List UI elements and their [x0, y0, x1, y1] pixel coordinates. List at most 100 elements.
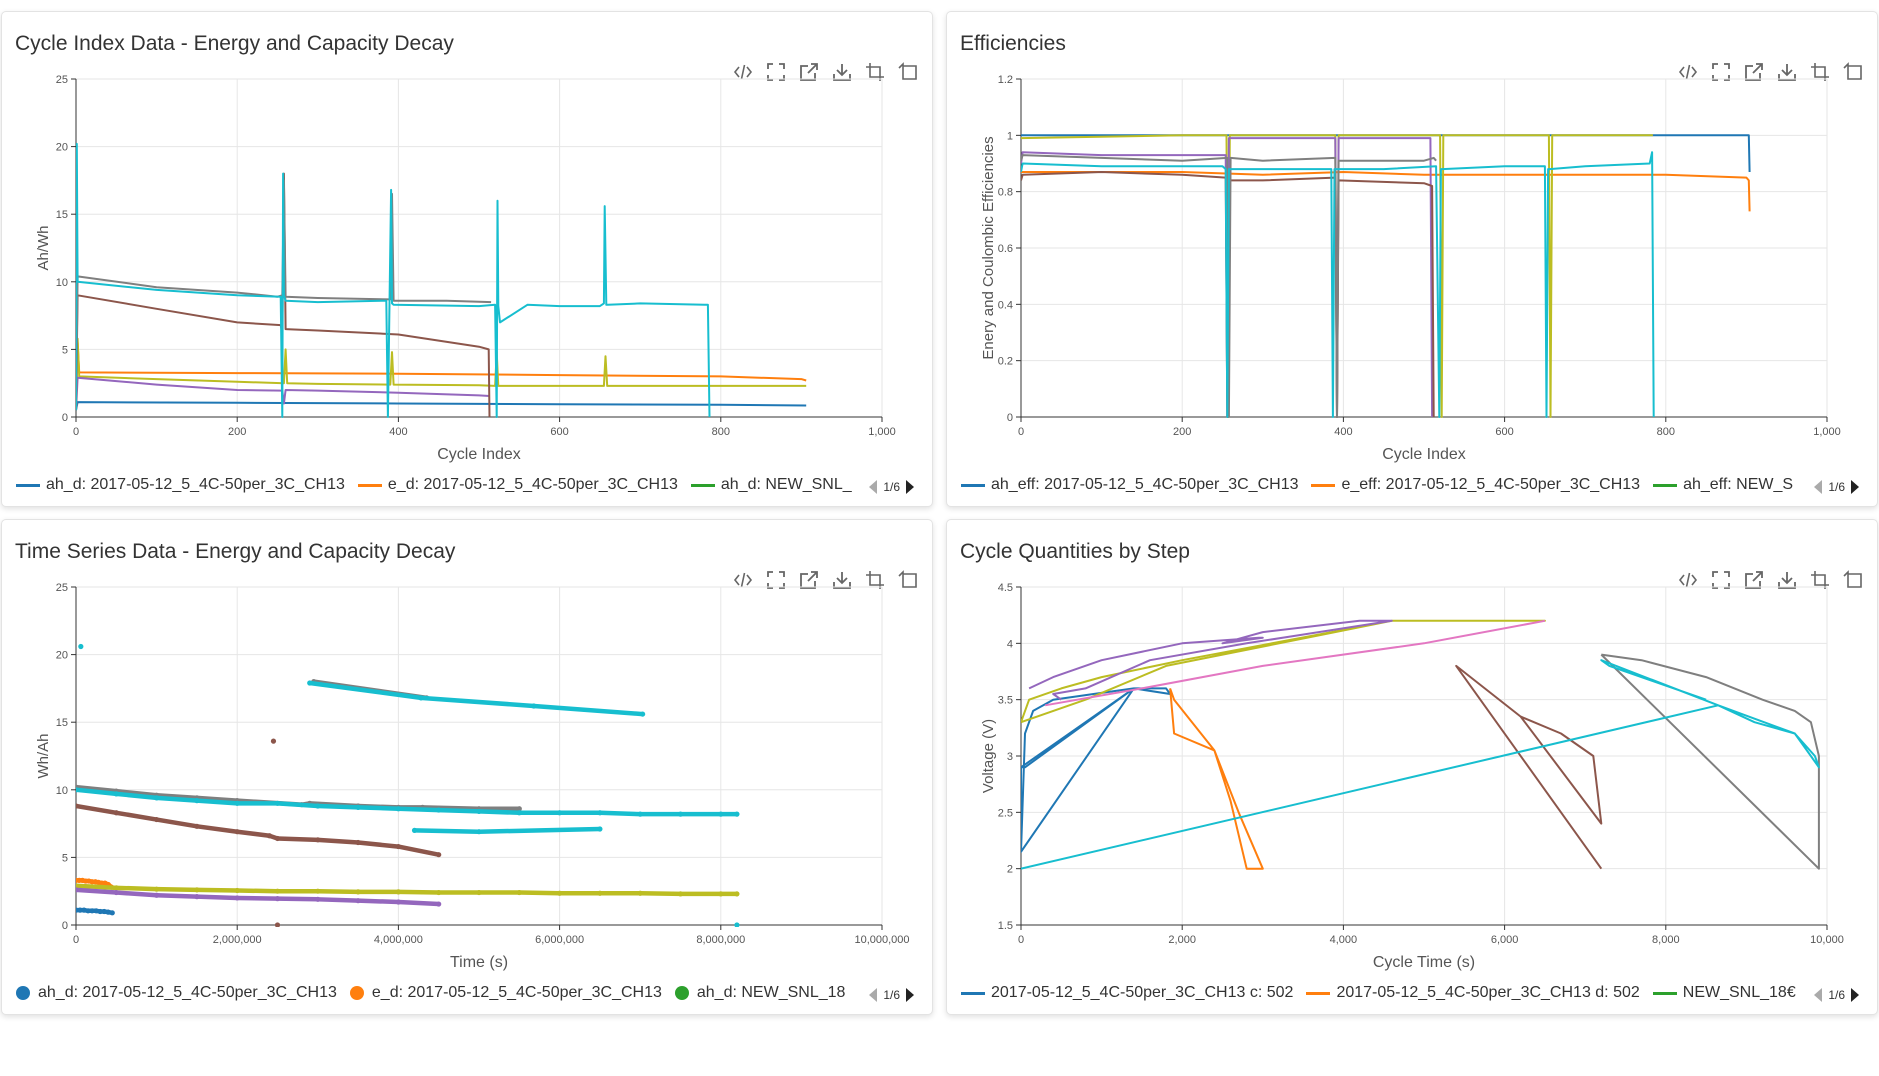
zoom-reset-icon[interactable] — [896, 60, 920, 84]
legend-item[interactable]: NEW_SNL_18€ — [1652, 984, 1796, 1002]
legend-prev-icon[interactable] — [1814, 988, 1823, 1002]
legend-item[interactable]: ah_d: 2017-05-12_5_4C-50per_3C_CH13 — [16, 984, 337, 1002]
zoom-region-icon[interactable] — [863, 568, 887, 592]
zoom-icon[interactable] — [1709, 568, 1733, 592]
series-line — [1021, 171, 1435, 418]
legend-next-icon[interactable] — [906, 480, 914, 494]
legend-page-indicator: 1/6 — [883, 988, 900, 1002]
legend-item[interactable]: 2017-05-12_5_4C-50per_3C_CH13 c: 502 — [961, 984, 1293, 1002]
zoom-reset-icon[interactable] — [896, 568, 920, 592]
legend-prev-icon[interactable] — [869, 480, 878, 494]
y-tick-label: 1 — [1007, 130, 1013, 142]
legend-item[interactable]: e_d: 2017-05-12_5_4C-50per_3C_CH13 — [349, 984, 662, 1002]
chart-toolbox — [731, 60, 920, 84]
legend-item[interactable]: e_eff: 2017-05-12_5_4C-50per_3C_CH13 — [1311, 476, 1640, 494]
data-view-icon[interactable] — [731, 60, 755, 84]
zoom-region-icon[interactable] — [1808, 60, 1832, 84]
series-line — [76, 179, 492, 411]
x-tick-label: 8,000 — [1652, 934, 1680, 946]
download-icon[interactable] — [1775, 60, 1799, 84]
zoom-region-icon[interactable] — [863, 60, 887, 84]
chart-plot[interactable]: 0 5 10 15 20 25 0 200 400 600 800 1,000 Cycle Index A… — [2, 12, 934, 508]
point-trail — [637, 890, 683, 897]
series-line — [1028, 619, 1393, 701]
legend-item[interactable]: ah_d: 2017-05-12_5_4C-50per_3C_CH13 — [16, 476, 345, 494]
x-tick-label: 200 — [228, 426, 246, 438]
legend-item[interactable]: e_d: 2017-05-12_5_4C-50per_3C_CH13 — [357, 476, 678, 494]
legend-pager: 1/6 — [863, 480, 920, 494]
point-trail — [234, 895, 280, 901]
legend-next-icon[interactable] — [1851, 480, 1859, 494]
x-tick-label: 6,000 — [1491, 934, 1519, 946]
legend-item[interactable]: ah_d: NEW_SNL_ — [690, 476, 852, 494]
legend-item[interactable]: 2017-05-12_5_4C-50per_3C_CH13 d: 502 — [1306, 984, 1640, 1002]
open-external-icon[interactable] — [797, 60, 821, 84]
y-axis-label: Wh/Ah — [35, 733, 52, 778]
y-tick-label: 10 — [56, 277, 68, 289]
open-external-icon[interactable] — [1742, 568, 1766, 592]
legend-page-indicator: 1/6 — [1828, 480, 1845, 494]
chart-plot[interactable]: 0 0.2 0.4 0.6 0.8 1 1.2 0 200 400 600 800 1,000 Cycle… — [947, 12, 1879, 508]
y-tick-label: 5 — [62, 852, 68, 864]
series-line — [1021, 151, 1655, 418]
x-tick-label: 0 — [73, 934, 79, 946]
data-view-icon[interactable] — [731, 568, 755, 592]
data-point — [78, 643, 84, 650]
download-icon[interactable] — [1775, 568, 1799, 592]
series-line — [1600, 653, 1820, 870]
x-tick-label: 800 — [1657, 426, 1675, 438]
legend-next-icon[interactable] — [1851, 988, 1859, 1002]
point-trail — [418, 695, 537, 709]
y-tick-label: 0.6 — [998, 243, 1013, 255]
zoom-region-icon[interactable] — [1808, 568, 1832, 592]
series-group — [76, 142, 807, 418]
download-icon[interactable] — [830, 60, 854, 84]
data-view-icon[interactable] — [1676, 568, 1700, 592]
legend-item[interactable]: ah_d: NEW_SNL_18 — [674, 984, 845, 1002]
y-tick-label: 4.5 — [998, 582, 1013, 594]
data-point — [734, 922, 740, 927]
point-trail — [154, 795, 200, 803]
legend-swatch — [1306, 991, 1331, 995]
legend-prev-icon[interactable] — [869, 988, 878, 1002]
x-tick-label: 800 — [712, 426, 730, 438]
x-tick-label: 8,000,000 — [696, 934, 745, 946]
zoom-reset-icon[interactable] — [1841, 60, 1865, 84]
y-tick-label: 0.8 — [998, 187, 1013, 199]
data-view-icon[interactable] — [1676, 60, 1700, 84]
legend-prev-icon[interactable] — [1814, 480, 1823, 494]
point-trail — [194, 824, 240, 834]
x-axis-label: Cycle Index — [437, 446, 521, 463]
zoom-reset-icon[interactable] — [1841, 568, 1865, 592]
point-trail — [315, 897, 361, 903]
series-line — [1021, 154, 1437, 418]
x-axis-label: Time (s) — [450, 954, 508, 971]
legend-item[interactable]: ah_eff: 2017-05-12_5_4C-50per_3C_CH13 — [961, 476, 1298, 494]
legend-next-icon[interactable] — [906, 988, 914, 1002]
open-external-icon[interactable] — [797, 568, 821, 592]
point-trail — [355, 840, 401, 849]
legend-label: ah_d: 2017-05-12_5_4C-50per_3C_CH13 — [46, 476, 345, 493]
download-icon[interactable] — [830, 568, 854, 592]
series-line — [1045, 619, 1546, 707]
y-tick-label: 2 — [1007, 864, 1013, 876]
y-tick-label: 0.4 — [998, 299, 1013, 311]
grid-lines — [75, 78, 883, 418]
point-trail — [275, 836, 321, 843]
zoom-icon[interactable] — [764, 60, 788, 84]
y-tick-label: 15 — [56, 209, 68, 221]
zoom-icon[interactable] — [1709, 60, 1733, 84]
legend-label: NEW_SNL_18€ — [1682, 984, 1796, 1001]
legend-swatch — [16, 483, 40, 487]
chart-plot[interactable]: 1.5 2 2.5 3 3.5 4 4.5 0 2,000 4,000 6,000 8,000 10,0… — [947, 520, 1879, 1016]
point-trail — [597, 810, 643, 817]
legend-label: 2017-05-12_5_4C-50per_3C_CH13 d: 502 — [1336, 984, 1640, 1001]
legend-label: ah_eff: NEW_S — [1683, 476, 1794, 493]
legend-item[interactable]: ah_eff: NEW_S — [1653, 476, 1793, 494]
zoom-icon[interactable] — [764, 568, 788, 592]
open-external-icon[interactable] — [1742, 60, 1766, 84]
legend-swatch — [1653, 483, 1678, 487]
point-trail — [275, 801, 321, 809]
chart-plot[interactable]: 0 5 10 15 20 25 0 2,000,000 4,000,000 6,000,000 8,… — [2, 520, 934, 1016]
x-tick-label: 2,000 — [1168, 934, 1196, 946]
